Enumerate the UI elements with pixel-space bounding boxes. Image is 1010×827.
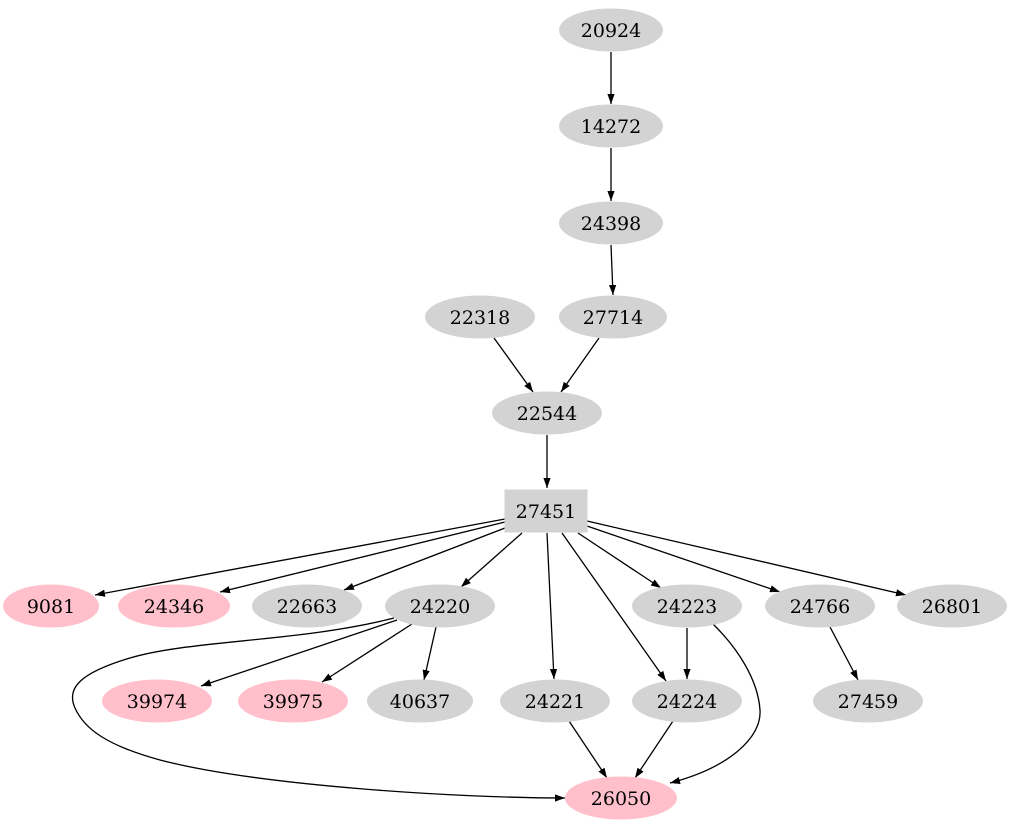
node-label-27714: 27714 xyxy=(583,307,643,329)
node-39974: 39974 xyxy=(102,679,212,723)
edge-27451-22663 xyxy=(343,527,506,591)
nodes-layer: 20924 14272 24398 22318 27714 22544 27451 9081 2… xyxy=(3,8,1007,820)
node-40637: 40637 xyxy=(367,679,473,723)
node-label-20924: 20924 xyxy=(581,20,641,42)
node-label-39975: 39975 xyxy=(263,691,323,713)
edge-24220-40637 xyxy=(422,626,437,681)
node-shape-22544 xyxy=(492,391,602,435)
node-26050: 26050 xyxy=(565,776,677,820)
edge-27451-24221 xyxy=(546,532,558,680)
node-label-22663: 22663 xyxy=(277,596,337,618)
edge-24398-27714 xyxy=(609,244,617,296)
node-label-24221: 24221 xyxy=(525,691,585,713)
edge-24220-39975 xyxy=(321,623,413,683)
edge-24221-26050 xyxy=(568,720,608,779)
edge-27451-24223 xyxy=(577,532,662,589)
node-39975: 39975 xyxy=(238,679,348,723)
edge-27451-26801 xyxy=(586,520,907,597)
node-24224: 24224 xyxy=(632,679,742,723)
edge-24223-26050 xyxy=(669,621,761,784)
node-label-22544: 22544 xyxy=(517,403,577,425)
node-shape-27459 xyxy=(813,679,923,723)
node-shape-24766 xyxy=(765,584,875,628)
node-shape-26801 xyxy=(897,584,1007,628)
node-shape-26050 xyxy=(565,776,677,820)
node-label-22318: 22318 xyxy=(450,307,510,329)
node-9081: 9081 xyxy=(3,584,99,628)
node-14272: 14272 xyxy=(559,104,663,148)
node-shape-9081 xyxy=(3,584,99,628)
edge-27451-9081 xyxy=(94,518,506,597)
node-shape-24398 xyxy=(559,201,663,245)
node-24221: 24221 xyxy=(500,679,610,723)
edge-27714-22544 xyxy=(560,337,600,393)
edge-27451-24224 xyxy=(561,532,667,682)
edge-22318-22544 xyxy=(493,337,534,393)
node-label-24220: 24220 xyxy=(410,596,470,618)
node-24398: 24398 xyxy=(559,201,663,245)
node-27451: 27451 xyxy=(504,489,588,533)
node-shape-14272 xyxy=(559,104,663,148)
node-24766: 24766 xyxy=(765,584,875,628)
node-shape-39974 xyxy=(102,679,212,723)
node-label-26050: 26050 xyxy=(591,788,651,810)
node-label-24223: 24223 xyxy=(657,596,717,618)
node-shape-20924 xyxy=(559,8,663,52)
edge-24766-27459 xyxy=(829,626,859,681)
node-label-24398: 24398 xyxy=(581,213,641,235)
edges-layer xyxy=(71,52,907,802)
node-shape-27714 xyxy=(559,295,667,339)
node-27714: 27714 xyxy=(559,295,667,339)
node-shape-39975 xyxy=(238,679,348,723)
node-label-39974: 39974 xyxy=(127,691,187,713)
node-label-27459: 27459 xyxy=(838,691,898,713)
node-shape-24221 xyxy=(500,679,610,723)
node-label-24224: 24224 xyxy=(657,691,717,713)
node-24223: 24223 xyxy=(632,584,742,628)
node-shape-24220 xyxy=(385,584,495,628)
node-label-27451: 27451 xyxy=(516,501,576,523)
node-label-40637: 40637 xyxy=(390,691,450,713)
node-24220: 24220 xyxy=(385,584,495,628)
node-label-9081: 9081 xyxy=(27,596,75,618)
node-22663: 22663 xyxy=(252,584,362,628)
node-20924: 20924 xyxy=(559,8,663,52)
node-26801: 26801 xyxy=(897,584,1007,628)
edge-24224-26050 xyxy=(634,720,674,779)
edge-24220-39974 xyxy=(200,619,398,687)
node-shape-22663 xyxy=(252,584,362,628)
node-shape-24224 xyxy=(632,679,742,723)
node-label-24766: 24766 xyxy=(790,596,850,618)
node-22318: 22318 xyxy=(425,295,535,339)
node-shape-40637 xyxy=(367,679,473,723)
node-shape-24223 xyxy=(632,584,742,628)
node-shape-27451 xyxy=(504,489,588,533)
node-shape-22318 xyxy=(425,295,535,339)
node-27459: 27459 xyxy=(813,679,923,723)
node-label-24346: 24346 xyxy=(144,596,204,618)
edge-27451-24346 xyxy=(219,521,506,594)
edge-24220-26050 xyxy=(71,617,566,802)
node-22544: 22544 xyxy=(492,391,602,435)
edge-27451-24220 xyxy=(460,532,523,588)
node-24346: 24346 xyxy=(118,584,230,628)
node-shape-24346 xyxy=(118,584,230,628)
edge-27451-24766 xyxy=(586,525,781,593)
node-label-14272: 14272 xyxy=(581,116,641,138)
node-label-26801: 26801 xyxy=(922,596,982,618)
